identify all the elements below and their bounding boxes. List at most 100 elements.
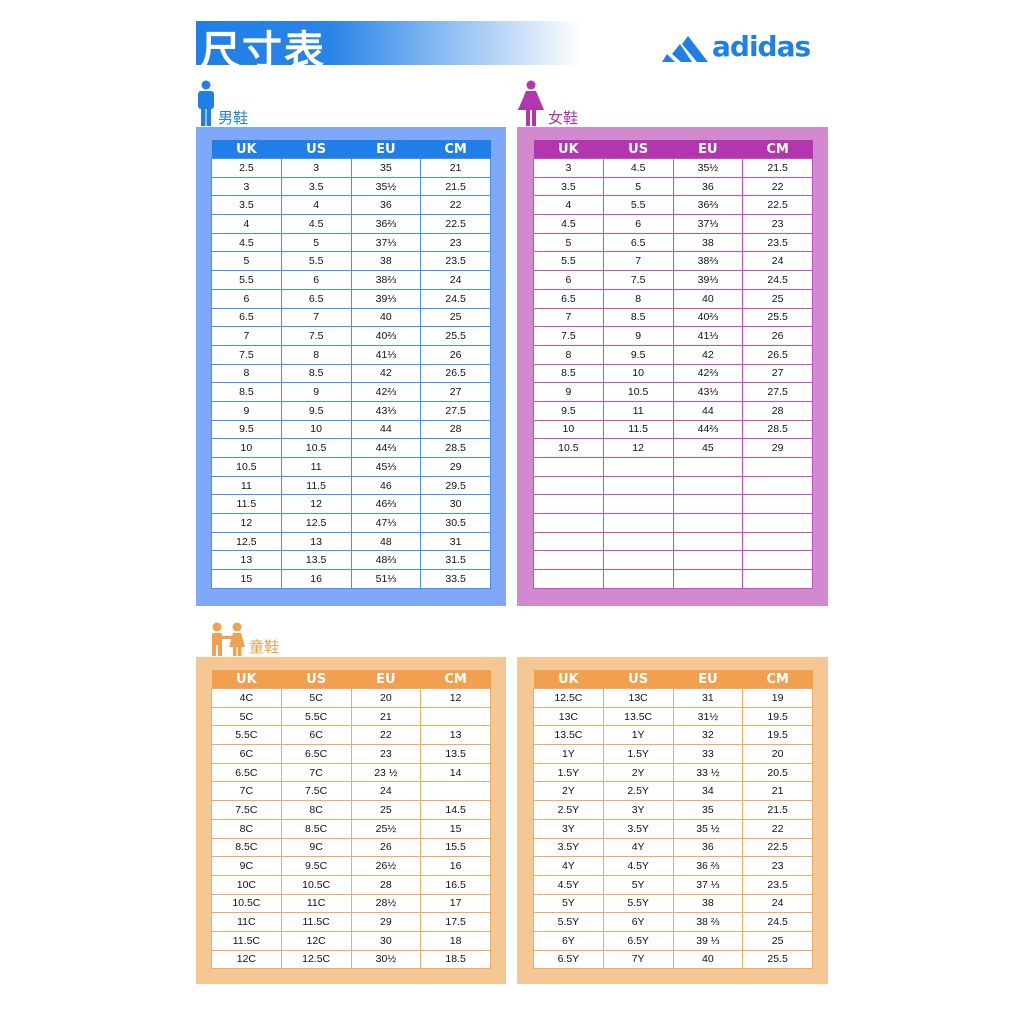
women-cell-eu: 42⅔: [672, 363, 744, 384]
women-cell-us: 9: [602, 326, 674, 346]
women-cell-uk: 10.5: [533, 438, 604, 458]
men-cell-uk: 5: [211, 251, 282, 272]
women-column-header-cm: CM: [742, 140, 813, 159]
men-cell-us: 3: [280, 158, 352, 178]
women-cell-eu: 41⅓: [672, 326, 744, 346]
men-cell-eu: 45⅓: [350, 457, 422, 477]
kids-left-column-header-eu: EU: [351, 670, 421, 689]
men-cell-eu: 48: [350, 531, 422, 552]
women-cell-eu: 44⅔: [672, 419, 744, 440]
women-table-row: 6 7.5 39⅓ 24.5: [533, 270, 813, 290]
kids-right-cell-cm: 23.5: [742, 874, 813, 895]
kids-left-table-row: 5C 5.5C 21: [211, 706, 491, 727]
kids-left-cell-cm: 15: [420, 818, 491, 839]
kids-right-column-header-eu: EU: [673, 670, 743, 689]
kids-left-cell-uk: 8.5C: [211, 837, 282, 858]
kids-right-cell-us: 4.5Y: [602, 856, 674, 876]
kids-left-cell-cm: 18.5: [420, 949, 491, 970]
kids-left-cell-uk: 12C: [211, 949, 282, 970]
kids-left-cell-cm: 12: [420, 688, 491, 708]
kids-left-table-row: 10C 10.5C 28 16.5: [211, 874, 491, 895]
women-cell-us: [602, 569, 674, 589]
kids-right-cell-cm: 23: [742, 856, 813, 876]
women-table-row: [533, 475, 813, 496]
kids-right-cell-uk: 13C: [533, 706, 604, 727]
men-cell-uk: 10.5: [211, 457, 282, 477]
women-cell-cm: 26: [742, 326, 813, 346]
men-cell-cm: 29.5: [420, 475, 491, 496]
kids-right-cell-eu: 35: [672, 800, 744, 820]
kids-left-table-row: 8.5C 9C 26 15.5: [211, 837, 491, 858]
kids-left-cell-uk: 6C: [211, 744, 282, 764]
kids-right-cell-uk: 5Y: [533, 893, 604, 914]
kids-left-table-row: 10.5C 11C 28½ 17: [211, 893, 491, 914]
kids-left-table-row: 6.5C 7C 23 ½ 14: [211, 762, 491, 783]
men-cell-cm: 28.5: [420, 438, 491, 458]
men-table-row: 11 11.5 46 29.5: [211, 475, 491, 496]
kids-left-table-row: 7C 7.5C 24: [211, 781, 491, 802]
kids-left-cell-cm: 17.5: [420, 912, 491, 932]
women-cell-eu: [672, 531, 744, 552]
men-cell-cm: 25.5: [420, 326, 491, 346]
women-cell-eu: 36⅔: [672, 195, 744, 216]
kids-right-cell-eu: 31½: [672, 706, 744, 727]
women-cell-cm: 29: [742, 438, 813, 458]
women-cell-cm: 27.5: [742, 382, 813, 402]
men-cell-us: 6.5: [280, 288, 352, 309]
kids-left-cell-eu: 23 ½: [350, 762, 422, 783]
women-column-header-eu: EU: [673, 140, 743, 159]
women-table-row: [533, 531, 813, 552]
men-cell-uk: 7: [211, 326, 282, 346]
kids-right-cell-us: 13.5C: [602, 706, 674, 727]
men-table-row: 11.5 12 46⅔ 30: [211, 494, 491, 515]
kids-right-cell-cm: 22.5: [742, 837, 813, 858]
kids-left-cell-eu: 25: [350, 800, 422, 820]
men-cell-eu: 44: [350, 419, 422, 440]
women-cell-cm: 28.5: [742, 419, 813, 440]
kids-right-table-row: 6Y 6.5Y 39 ⅓ 25: [533, 930, 813, 951]
kids-left-cell-eu: 20: [350, 688, 422, 708]
kids-right-cell-eu: 34: [672, 781, 744, 802]
kids-left-cell-eu: 24: [350, 781, 422, 802]
kids-left-table-row: 11C 11.5C 29 17.5: [211, 912, 491, 932]
women-table-row: 4 5.5 36⅔ 22.5: [533, 195, 813, 216]
kids-right-cell-us: 1Y: [602, 725, 674, 746]
women-cell-cm: 23: [742, 214, 813, 234]
kids-right-cell-uk: 6Y: [533, 930, 604, 951]
title-banner: [196, 21, 581, 65]
men-cell-uk: 6: [211, 288, 282, 309]
women-table-row: [533, 550, 813, 571]
men-cell-us: 11.5: [280, 475, 352, 496]
women-cell-cm: 21.5: [742, 158, 813, 178]
kids-right-header-row: UK US EU CM: [533, 670, 813, 689]
kids-right-table-row: 13C 13.5C 31½ 19.5: [533, 706, 813, 727]
kids-right-cell-us: 1.5Y: [602, 744, 674, 764]
men-table-row: 12.5 13 48 31: [211, 531, 491, 552]
women-cell-eu: 40: [672, 288, 744, 309]
kids-left-cell-us: 8.5C: [280, 818, 352, 839]
men-cell-eu: 42⅔: [350, 382, 422, 402]
men-cell-cm: 26.5: [420, 363, 491, 384]
men-table-row: 8 8.5 42 26.5: [211, 363, 491, 384]
women-table-row: 7 8.5 40⅔ 25.5: [533, 307, 813, 328]
kids-left-cell-us: 6C: [280, 725, 352, 746]
women-table-row: 6.5 8 40 25: [533, 288, 813, 309]
kids-left-cell-cm: 13: [420, 725, 491, 746]
kids-left-table-row: 4C 5C 20 12: [211, 688, 491, 708]
kids-left-cell-us: 8C: [280, 800, 352, 820]
kids-right-cell-uk: 13.5C: [533, 725, 604, 746]
men-table-row: 7.5 8 41⅓ 26: [211, 344, 491, 365]
women-table-row: 8 9.5 42 26.5: [533, 344, 813, 365]
kids-left-cell-eu: 30: [350, 930, 422, 951]
men-cell-eu: 43⅓: [350, 400, 422, 421]
kids-left-header-row: UK US EU CM: [211, 670, 491, 689]
men-table-row: 6 6.5 39⅓ 24.5: [211, 288, 491, 309]
women-cell-us: [602, 513, 674, 533]
men-table-row: 4 4.5 36⅔ 22.5: [211, 214, 491, 234]
kids-left-cell-uk: 9C: [211, 856, 282, 876]
women-column-header-us: US: [603, 140, 673, 159]
men-cell-uk: 9: [211, 400, 282, 421]
women-size-table: UK US EU CM 3 4.5 35½ 21.5 3.5 5 36 22 4 5.5 36⅔ 22.5 4.…: [533, 140, 813, 589]
kids-left-cell-eu: 21: [350, 706, 422, 727]
kids-left-table-row: 11.5C 12C 30 18: [211, 930, 491, 951]
